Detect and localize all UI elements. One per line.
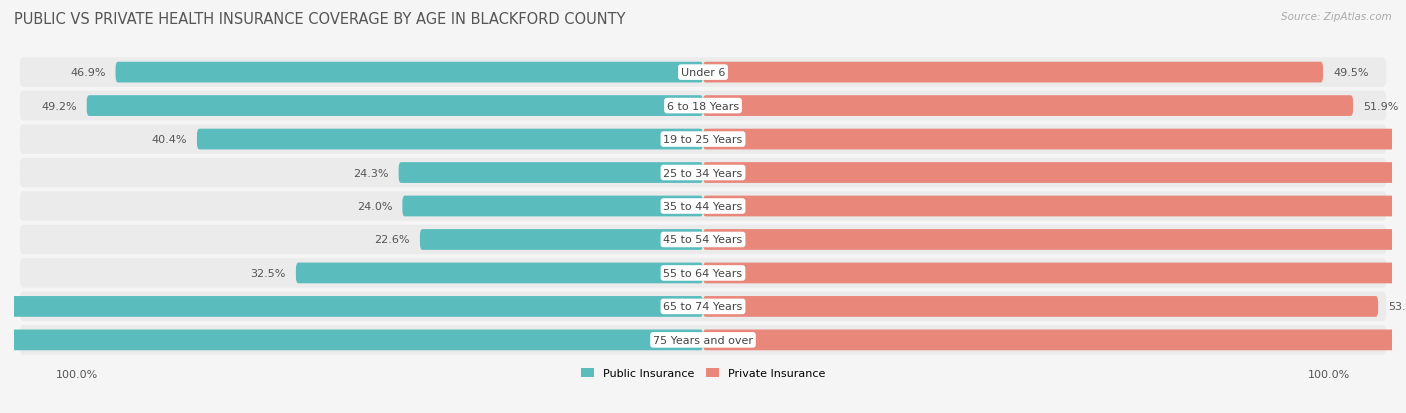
Text: 46.9%: 46.9% xyxy=(70,68,105,78)
FancyBboxPatch shape xyxy=(703,330,1406,350)
FancyBboxPatch shape xyxy=(20,125,1386,154)
FancyBboxPatch shape xyxy=(703,163,1406,183)
FancyBboxPatch shape xyxy=(20,92,1386,121)
FancyBboxPatch shape xyxy=(20,159,1386,188)
FancyBboxPatch shape xyxy=(399,163,703,183)
FancyBboxPatch shape xyxy=(20,292,1386,321)
FancyBboxPatch shape xyxy=(703,230,1406,250)
FancyBboxPatch shape xyxy=(115,63,703,83)
FancyBboxPatch shape xyxy=(0,330,703,350)
Text: 19 to 25 Years: 19 to 25 Years xyxy=(664,135,742,145)
Text: Source: ZipAtlas.com: Source: ZipAtlas.com xyxy=(1281,12,1392,22)
FancyBboxPatch shape xyxy=(20,192,1386,221)
Text: 49.5%: 49.5% xyxy=(1333,68,1368,78)
FancyBboxPatch shape xyxy=(703,63,1323,83)
Text: 55 to 64 Years: 55 to 64 Years xyxy=(664,268,742,278)
FancyBboxPatch shape xyxy=(703,263,1406,284)
FancyBboxPatch shape xyxy=(87,96,703,117)
FancyBboxPatch shape xyxy=(703,196,1406,217)
Legend: Public Insurance, Private Insurance: Public Insurance, Private Insurance xyxy=(576,364,830,383)
FancyBboxPatch shape xyxy=(0,296,703,317)
FancyBboxPatch shape xyxy=(197,129,703,150)
Text: Under 6: Under 6 xyxy=(681,68,725,78)
Text: 75 Years and over: 75 Years and over xyxy=(652,335,754,345)
Text: 35 to 44 Years: 35 to 44 Years xyxy=(664,202,742,211)
Text: 51.9%: 51.9% xyxy=(1364,101,1399,112)
FancyBboxPatch shape xyxy=(20,225,1386,254)
Text: 32.5%: 32.5% xyxy=(250,268,285,278)
FancyBboxPatch shape xyxy=(402,196,703,217)
Text: 49.2%: 49.2% xyxy=(41,101,77,112)
FancyBboxPatch shape xyxy=(20,259,1386,288)
Text: 53.9%: 53.9% xyxy=(1388,301,1406,312)
Text: 40.4%: 40.4% xyxy=(152,135,187,145)
FancyBboxPatch shape xyxy=(20,58,1386,88)
FancyBboxPatch shape xyxy=(295,263,703,284)
FancyBboxPatch shape xyxy=(703,129,1406,150)
Text: 45 to 54 Years: 45 to 54 Years xyxy=(664,235,742,245)
Text: 24.3%: 24.3% xyxy=(353,168,388,178)
FancyBboxPatch shape xyxy=(703,96,1353,117)
Text: 24.0%: 24.0% xyxy=(357,202,392,211)
FancyBboxPatch shape xyxy=(703,296,1378,317)
FancyBboxPatch shape xyxy=(20,325,1386,355)
Text: 22.6%: 22.6% xyxy=(374,235,411,245)
FancyBboxPatch shape xyxy=(420,230,703,250)
Text: 25 to 34 Years: 25 to 34 Years xyxy=(664,168,742,178)
Text: PUBLIC VS PRIVATE HEALTH INSURANCE COVERAGE BY AGE IN BLACKFORD COUNTY: PUBLIC VS PRIVATE HEALTH INSURANCE COVER… xyxy=(14,12,626,27)
Text: 6 to 18 Years: 6 to 18 Years xyxy=(666,101,740,112)
Text: 65 to 74 Years: 65 to 74 Years xyxy=(664,301,742,312)
